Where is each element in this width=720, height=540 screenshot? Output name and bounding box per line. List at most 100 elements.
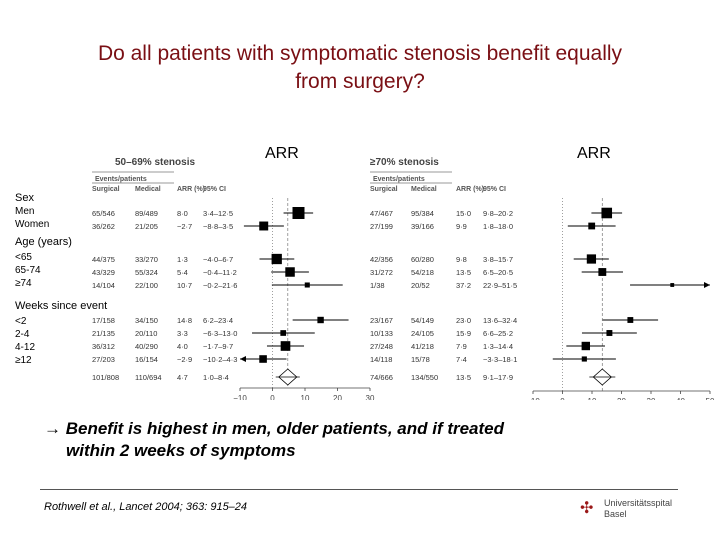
panel1-row-2-medical: 33/270 [135, 255, 158, 264]
panel1-row-2-arr: 1·3 [177, 255, 188, 264]
panel1-row-7-medical: 40/290 [135, 342, 158, 351]
panel2-row-4-arr: 37·2 [456, 281, 471, 290]
panel1-row-5-arr: 14·8 [177, 316, 192, 325]
panel1-col-header-1: Medical [135, 186, 161, 193]
panel2-row-1-arr: 9·9 [456, 222, 467, 231]
panel2-row-2-medical: 60/280 [411, 255, 434, 264]
panel1-overall-arr: 4·7 [177, 373, 188, 382]
panel1-row-8-ci: −10·2–4·3 [203, 355, 237, 364]
panel2-title: ≥70% stenosis [370, 157, 439, 168]
panel1-row-4-point [304, 282, 310, 288]
panel2-row-7-surgical: 27/248 [370, 342, 393, 351]
logo-line-2: Basel [604, 509, 627, 519]
panel1-row-4-surgical: 14/104 [92, 281, 115, 290]
panel1-row-8-medical: 16/154 [135, 355, 158, 364]
panel1-row-0-arr: 8·0 [177, 209, 188, 218]
panel1-overall-ci: 1·0–8·4 [203, 373, 229, 382]
panel1-row-3-medical: 55/324 [135, 268, 158, 277]
panel1-row-2-ci: −4·0–6·7 [203, 255, 233, 264]
panel2-row-4-ci-arrow-right [704, 282, 710, 288]
subgroup-label-women: Women [15, 219, 50, 230]
panel2-row-7-point [581, 341, 591, 351]
panel1-x-tick-label-2: 10 [301, 394, 310, 400]
panel1-x-tick-label-3: 20 [333, 394, 342, 400]
panel2-row-0-medical: 95/384 [411, 209, 434, 218]
panel1-row-6-medical: 20/110 [135, 329, 157, 338]
subgroup-label-age-65-74: 65-74 [15, 265, 41, 276]
conclusion-text: → Benefit is highest in men, older patie… [44, 418, 644, 462]
title-line-1: Do all patients with symptomatic stenosi… [97, 42, 623, 65]
panel2-row-5-medical: 54/149 [411, 316, 434, 325]
panel2-row-6-arr: 15·9 [456, 329, 471, 338]
panel1-row-0-point [292, 207, 305, 219]
panel2-x-tick-label-2: 10 [588, 397, 597, 400]
subgroup-label-weeks-under-2: <2 [15, 316, 27, 327]
panel2-row-1-ci: 1·8–18·0 [483, 222, 513, 231]
panel1-row-0-surgical: 65/546 [92, 209, 115, 218]
title-line-2: from surgery? [295, 70, 425, 93]
panel1-row-3-surgical: 43/329 [92, 268, 115, 277]
panel2-row-2-arr: 9·8 [456, 255, 467, 264]
panel2-row-3-medical: 54/218 [411, 268, 434, 277]
panel1-col-header-3: 95% CI [203, 186, 226, 193]
panel2-row-8-medical: 15/78 [411, 355, 430, 364]
panel1-col-header-2: ARR (%) [177, 186, 205, 193]
panel1-row-6-arr: 3·3 [177, 329, 188, 338]
panel2-col-header-0: Surgical [370, 186, 398, 193]
panel2-overall-arr: 13·5 [456, 373, 471, 382]
panel2-col-header-3: 95% CI [483, 186, 506, 193]
panel2-row-1-surgical: 27/199 [370, 222, 393, 231]
panel1-row-6-ci: −6·3–13·0 [203, 329, 237, 338]
university-hospital-logo: ✣ Universitätsspital Basel [580, 496, 690, 522]
panel1-row-3-point [285, 267, 295, 277]
panel1-row-4-arr: 10·7 [177, 281, 192, 290]
panel1-overall-surgical: 101/808 [92, 373, 119, 382]
panel1-overall-medical: 110/694 [135, 373, 162, 382]
subgroup-label-age-74-plus: ≥74 [15, 278, 32, 289]
panel1-row-1-arr: −2·7 [177, 222, 192, 231]
panel2-row-2-surgical: 42/356 [370, 255, 393, 264]
panel2-row-2-ci: 3·8–15·7 [483, 255, 513, 264]
panel1-row-7-point [280, 341, 291, 351]
footer-divider [40, 489, 678, 490]
panel2-overall-ci: 9·1–17·9 [483, 373, 513, 382]
panel1-row-8-point [259, 355, 267, 363]
slide-title: Do all patients with symptomatic stenosi… [40, 40, 680, 96]
panel2-row-0-ci: 9·8–20·2 [483, 209, 513, 218]
panel2-row-3-point [598, 268, 607, 276]
panel2-row-5-surgical: 23/167 [370, 316, 393, 325]
panel1-x-tick-label-4: 30 [366, 394, 375, 400]
panel1-row-4-ci: −0·2–21·6 [203, 281, 237, 290]
group-label-sex: Sex [15, 192, 34, 204]
panel2-header-events: Events/patients [373, 176, 425, 183]
panel2-x-tick-label-1: 0 [560, 397, 565, 400]
panel2-x-tick-label-4: 30 [647, 397, 656, 400]
panel2-x-tick-label-5: 40 [676, 397, 685, 400]
panel1-row-6-point [280, 330, 287, 336]
group-label-weeks: Weeks since event [15, 300, 108, 312]
panel2-x-tick-label-6: 50 [706, 397, 715, 400]
panel1-row-7-arr: 4·0 [177, 342, 188, 351]
panel2-row-8-surgical: 14/118 [370, 355, 392, 364]
panel2-row-3-surgical: 31/272 [370, 268, 393, 277]
panel2-row-8-ci: −3·3–18·1 [483, 355, 517, 364]
conclusion-line-2: within 2 weeks of symptoms [66, 441, 296, 460]
panel1-row-5-point [317, 316, 324, 324]
panel1-row-2-surgical: 44/375 [92, 255, 115, 264]
panel2-col-header-1: Medical [411, 186, 437, 193]
panel2-col-header-2: ARR (%) [456, 186, 484, 193]
panel2-overall-medical: 134/550 [411, 373, 438, 382]
panel1-row-8-surgical: 27/203 [92, 355, 115, 364]
panel1-row-4-medical: 22/100 [135, 281, 158, 290]
panel2-row-6-medical: 24/105 [411, 329, 434, 338]
panel2-row-5-ci: 13·6–32·4 [483, 316, 517, 325]
panel1-row-5-surgical: 17/158 [92, 316, 115, 325]
panel1-row-5-medical: 34/150 [135, 316, 158, 325]
panel2-row-7-ci: 1·3–14·4 [483, 342, 513, 351]
logo-line-1: Universitätsspital [604, 498, 673, 508]
arr-label-right: ARR [577, 145, 611, 162]
logo-cross-icon: ✣ [580, 500, 594, 517]
panel2-row-1-point [588, 222, 596, 230]
panel1-row-1-medical: 21/205 [135, 222, 158, 231]
arr-label-left: ARR [265, 145, 299, 162]
